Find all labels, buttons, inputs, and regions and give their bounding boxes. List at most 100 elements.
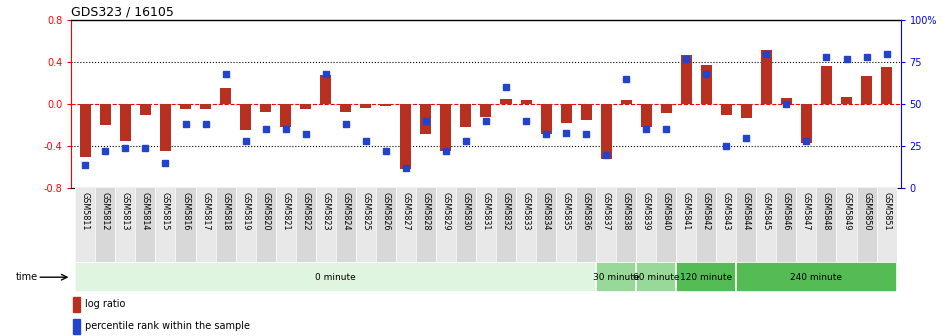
Text: log ratio: log ratio: [85, 299, 125, 309]
Bar: [656, 188, 676, 262]
Bar: [596, 262, 636, 292]
Bar: [456, 188, 476, 262]
Bar: [80, 104, 91, 157]
Bar: [837, 188, 857, 262]
Bar: [596, 188, 616, 262]
Bar: [736, 188, 756, 262]
Text: GSM5823: GSM5823: [321, 192, 330, 230]
Text: GSM5846: GSM5846: [782, 192, 791, 230]
Bar: [480, 104, 492, 117]
Text: GSM5825: GSM5825: [361, 192, 370, 230]
Bar: [396, 188, 416, 262]
Text: GSM5818: GSM5818: [221, 192, 230, 230]
Text: GSM5814: GSM5814: [141, 192, 150, 230]
Text: GSM5834: GSM5834: [541, 192, 551, 230]
Bar: [721, 104, 732, 115]
Bar: [641, 104, 651, 127]
Bar: [756, 188, 776, 262]
Text: GSM5820: GSM5820: [262, 192, 270, 230]
Text: percentile rank within the sample: percentile rank within the sample: [85, 321, 250, 331]
Text: GSM5837: GSM5837: [602, 192, 611, 230]
Bar: [316, 188, 336, 262]
Text: GSM5819: GSM5819: [242, 192, 250, 230]
Text: GSM5835: GSM5835: [562, 192, 571, 230]
Bar: [75, 188, 95, 262]
Text: GSM5816: GSM5816: [181, 192, 190, 230]
Text: GSM5822: GSM5822: [301, 192, 310, 230]
Text: GSM5845: GSM5845: [762, 192, 771, 230]
Text: GSM5827: GSM5827: [401, 192, 410, 230]
Bar: [281, 104, 291, 127]
Text: GSM5840: GSM5840: [662, 192, 670, 230]
Bar: [601, 104, 611, 159]
Bar: [681, 55, 691, 104]
Bar: [196, 188, 216, 262]
Bar: [556, 188, 576, 262]
Text: 30 minute: 30 minute: [592, 273, 639, 282]
Bar: [796, 188, 817, 262]
Bar: [861, 76, 872, 104]
Bar: [476, 188, 496, 262]
Bar: [536, 188, 556, 262]
Bar: [340, 104, 351, 112]
Bar: [135, 188, 155, 262]
Bar: [75, 262, 596, 292]
Bar: [776, 188, 796, 262]
Text: GSM5813: GSM5813: [121, 192, 130, 230]
Bar: [841, 97, 852, 104]
Bar: [420, 104, 432, 134]
Bar: [100, 104, 111, 125]
Bar: [380, 104, 391, 106]
Bar: [881, 68, 892, 104]
Bar: [716, 188, 736, 262]
Text: GSM5843: GSM5843: [722, 192, 730, 230]
Bar: [877, 188, 897, 262]
Bar: [176, 188, 196, 262]
Text: GSM5850: GSM5850: [862, 192, 871, 230]
Text: 120 minute: 120 minute: [680, 273, 732, 282]
Bar: [817, 188, 837, 262]
Text: 240 minute: 240 minute: [790, 273, 843, 282]
Bar: [500, 99, 512, 104]
Bar: [636, 188, 656, 262]
Bar: [736, 262, 897, 292]
Text: GSM5849: GSM5849: [842, 192, 851, 230]
Bar: [200, 104, 211, 110]
Bar: [821, 67, 832, 104]
Bar: [701, 65, 711, 104]
Bar: [236, 188, 256, 262]
Text: 0 minute: 0 minute: [316, 273, 356, 282]
Bar: [741, 104, 752, 118]
Bar: [120, 104, 131, 141]
Bar: [761, 50, 772, 104]
Bar: [616, 188, 636, 262]
Bar: [496, 188, 516, 262]
Bar: [155, 188, 176, 262]
Bar: [216, 188, 236, 262]
Bar: [560, 104, 572, 123]
Bar: [356, 188, 376, 262]
Bar: [95, 188, 115, 262]
Text: GSM5841: GSM5841: [682, 192, 690, 230]
Bar: [376, 188, 396, 262]
Text: GSM5817: GSM5817: [201, 192, 210, 230]
Bar: [160, 104, 171, 152]
Text: GSM5836: GSM5836: [582, 192, 591, 230]
Bar: [520, 100, 532, 104]
Text: GSM5824: GSM5824: [341, 192, 350, 230]
Text: GSM5821: GSM5821: [281, 192, 290, 230]
Bar: [180, 104, 191, 110]
Bar: [240, 104, 251, 130]
Bar: [360, 104, 371, 109]
Text: GSM5829: GSM5829: [441, 192, 451, 230]
Bar: [73, 297, 80, 312]
Bar: [781, 98, 792, 104]
Text: GSM5826: GSM5826: [381, 192, 390, 230]
Bar: [801, 104, 812, 143]
Bar: [696, 188, 716, 262]
Text: GSM5844: GSM5844: [742, 192, 751, 230]
Bar: [336, 188, 356, 262]
Text: GDS323 / 16105: GDS323 / 16105: [71, 6, 174, 19]
Bar: [73, 319, 80, 334]
Bar: [636, 262, 676, 292]
